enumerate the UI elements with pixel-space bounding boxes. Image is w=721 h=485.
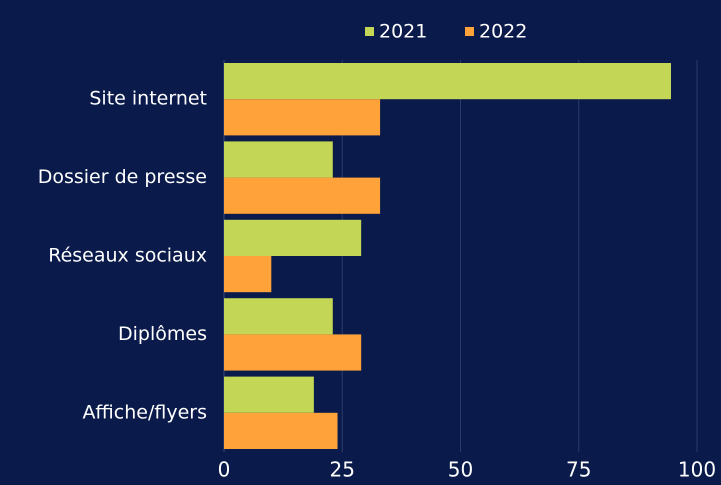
x-tick-label: 0 xyxy=(218,458,231,482)
legend-label: 2022 xyxy=(479,21,527,43)
x-tick-label: 50 xyxy=(448,458,473,482)
x-tick-label: 25 xyxy=(330,458,355,482)
bar xyxy=(224,99,381,136)
bar xyxy=(224,219,362,256)
legend-label: 2021 xyxy=(379,21,427,43)
bar xyxy=(224,141,333,178)
legend-swatch xyxy=(465,27,474,36)
bar xyxy=(224,298,333,335)
bar xyxy=(224,376,314,413)
bar xyxy=(224,63,671,100)
y-tick-label: Réseaux sociaux xyxy=(48,245,207,267)
y-tick-label: Site internet xyxy=(89,88,207,110)
y-tick-label: Dossier de presse xyxy=(38,166,207,188)
x-tick-label: 75 xyxy=(566,458,591,482)
bar xyxy=(224,334,362,371)
legend-swatch xyxy=(365,27,374,36)
bar xyxy=(224,412,338,449)
bar xyxy=(224,177,381,214)
x-tick-label: 100 xyxy=(678,458,716,482)
y-tick-label: Affiche/flyers xyxy=(82,401,207,423)
bar xyxy=(224,256,272,293)
y-tick-label: Diplômes xyxy=(118,323,207,345)
